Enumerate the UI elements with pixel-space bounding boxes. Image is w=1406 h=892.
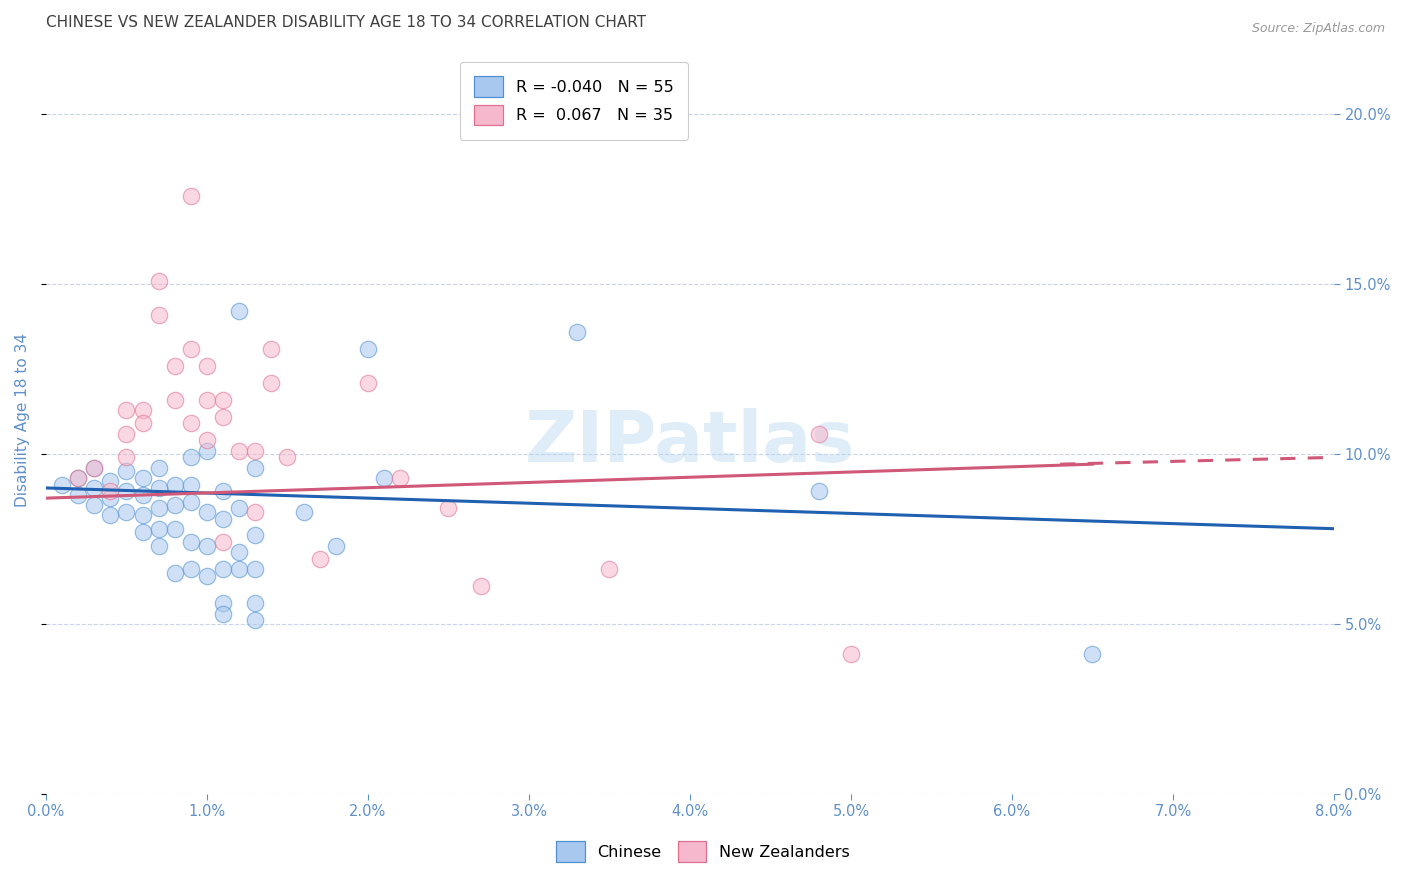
Point [195,443,218,458]
Point [1081,648,1104,662]
Point [357,376,380,390]
Point [100,474,122,488]
Point [195,505,218,519]
Point [260,376,283,390]
Point [163,359,186,373]
Point [83,460,105,475]
Point [131,402,153,417]
Point [212,409,235,424]
Point [163,566,186,580]
Point [51,477,73,491]
Y-axis label: Disability Age 18 to 34: Disability Age 18 to 34 [15,333,30,507]
Point [839,648,862,662]
Point [598,562,620,576]
Point [245,528,267,542]
Point [212,511,235,525]
Point [180,450,202,465]
Point [245,614,267,628]
Point [180,477,202,491]
Point [228,501,250,516]
Point [195,539,218,553]
Point [115,426,138,441]
Point [308,552,330,566]
Point [115,402,138,417]
Point [163,392,186,407]
Point [163,477,186,491]
Point [180,342,202,356]
Point [245,505,267,519]
Point [245,596,267,610]
Point [180,562,202,576]
Point [148,274,170,288]
Text: ZIPatlas: ZIPatlas [524,408,855,477]
Point [260,342,283,356]
Text: CHINESE VS NEW ZEALANDER DISABILITY AGE 18 TO 34 CORRELATION CHART: CHINESE VS NEW ZEALANDER DISABILITY AGE … [46,15,647,30]
Point [195,434,218,448]
Point [212,484,235,499]
Point [807,426,830,441]
Point [131,525,153,540]
Point [212,535,235,549]
Legend: Chinese, New Zealanders: Chinese, New Zealanders [550,835,856,868]
Point [276,450,298,465]
Point [83,498,105,512]
Point [100,491,122,505]
Point [131,488,153,502]
Text: Source: ZipAtlas.com: Source: ZipAtlas.com [1251,22,1385,36]
Point [180,417,202,431]
Point [100,484,122,499]
Point [148,539,170,553]
Point [245,562,267,576]
Point [228,545,250,559]
Legend: R = -0.040   N = 55, R =  0.067   N = 35: R = -0.040 N = 55, R = 0.067 N = 35 [460,62,688,140]
Point [373,471,395,485]
Point [245,443,267,458]
Point [195,569,218,583]
Point [115,484,138,499]
Point [100,508,122,522]
Point [212,562,235,576]
Point [83,481,105,495]
Point [180,494,202,508]
Point [325,539,347,553]
Point [357,342,380,356]
Point [195,359,218,373]
Point [212,392,235,407]
Point [470,579,492,593]
Point [567,325,589,339]
Point [195,392,218,407]
Point [228,562,250,576]
Point [212,607,235,621]
Point [163,498,186,512]
Point [83,460,105,475]
Point [228,304,250,318]
Point [115,450,138,465]
Point [437,501,460,516]
Point [131,471,153,485]
Point [180,535,202,549]
Point [148,481,170,495]
Point [148,501,170,516]
Point [228,443,250,458]
Point [212,596,235,610]
Point [115,464,138,478]
Point [67,488,90,502]
Point [163,522,186,536]
Point [131,508,153,522]
Point [148,308,170,322]
Point [389,471,412,485]
Point [148,522,170,536]
Point [131,417,153,431]
Point [180,189,202,203]
Point [148,460,170,475]
Point [292,505,315,519]
Point [67,471,90,485]
Point [245,460,267,475]
Point [807,484,830,499]
Point [67,471,90,485]
Point [115,505,138,519]
